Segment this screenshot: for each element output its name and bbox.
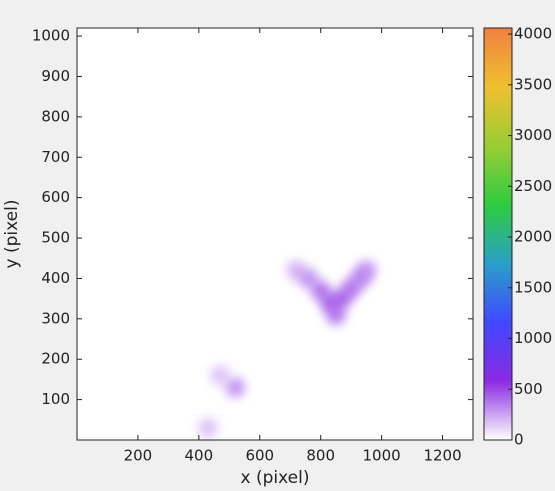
y-tick-label: 400	[41, 269, 70, 287]
density-spot	[225, 377, 246, 398]
colorbar-tick-label: 500	[514, 380, 543, 398]
colorbar-tick-label: 3000	[514, 126, 552, 144]
x-axis-label: x (pixel)	[241, 468, 310, 488]
density-spot	[197, 417, 218, 438]
colorbar-tick-label: 0	[514, 431, 524, 449]
x-tick-label: 800	[306, 447, 335, 465]
y-tick-label: 100	[41, 390, 70, 408]
plot-area	[77, 28, 473, 440]
density-spot	[210, 365, 231, 386]
y-tick-label: 200	[41, 350, 70, 368]
plot-frame	[76, 27, 474, 441]
colorbar-tick-label: 1500	[514, 278, 552, 296]
x-tick-label: 600	[245, 447, 274, 465]
colorbar-tick-label: 2000	[514, 228, 552, 246]
colorbar-tick-label: 3500	[514, 75, 552, 93]
density-spot	[298, 268, 319, 289]
y-tick-label: 1000	[32, 27, 70, 45]
density-spot	[356, 260, 377, 281]
y-tick-label: 700	[41, 148, 70, 166]
y-tick-label: 300	[41, 309, 70, 327]
x-tick-label: 1200	[423, 447, 461, 465]
y-tick-label: 800	[41, 107, 70, 125]
colorbar-tick-label: 2500	[514, 177, 552, 195]
y-tick-label: 500	[41, 229, 70, 247]
colorbar-tick-label: 1000	[514, 329, 552, 347]
x-tick-label: 200	[124, 447, 153, 465]
x-tick-label: 400	[185, 447, 214, 465]
x-tick-label: 1000	[363, 447, 401, 465]
y-axis-label: y (pixel)	[2, 200, 22, 269]
colorbar-tick-label: 4000	[514, 25, 552, 43]
y-tick-label: 900	[41, 67, 70, 85]
y-tick-label: 600	[41, 188, 70, 206]
colorbar	[483, 27, 513, 441]
density-spot	[325, 304, 346, 325]
